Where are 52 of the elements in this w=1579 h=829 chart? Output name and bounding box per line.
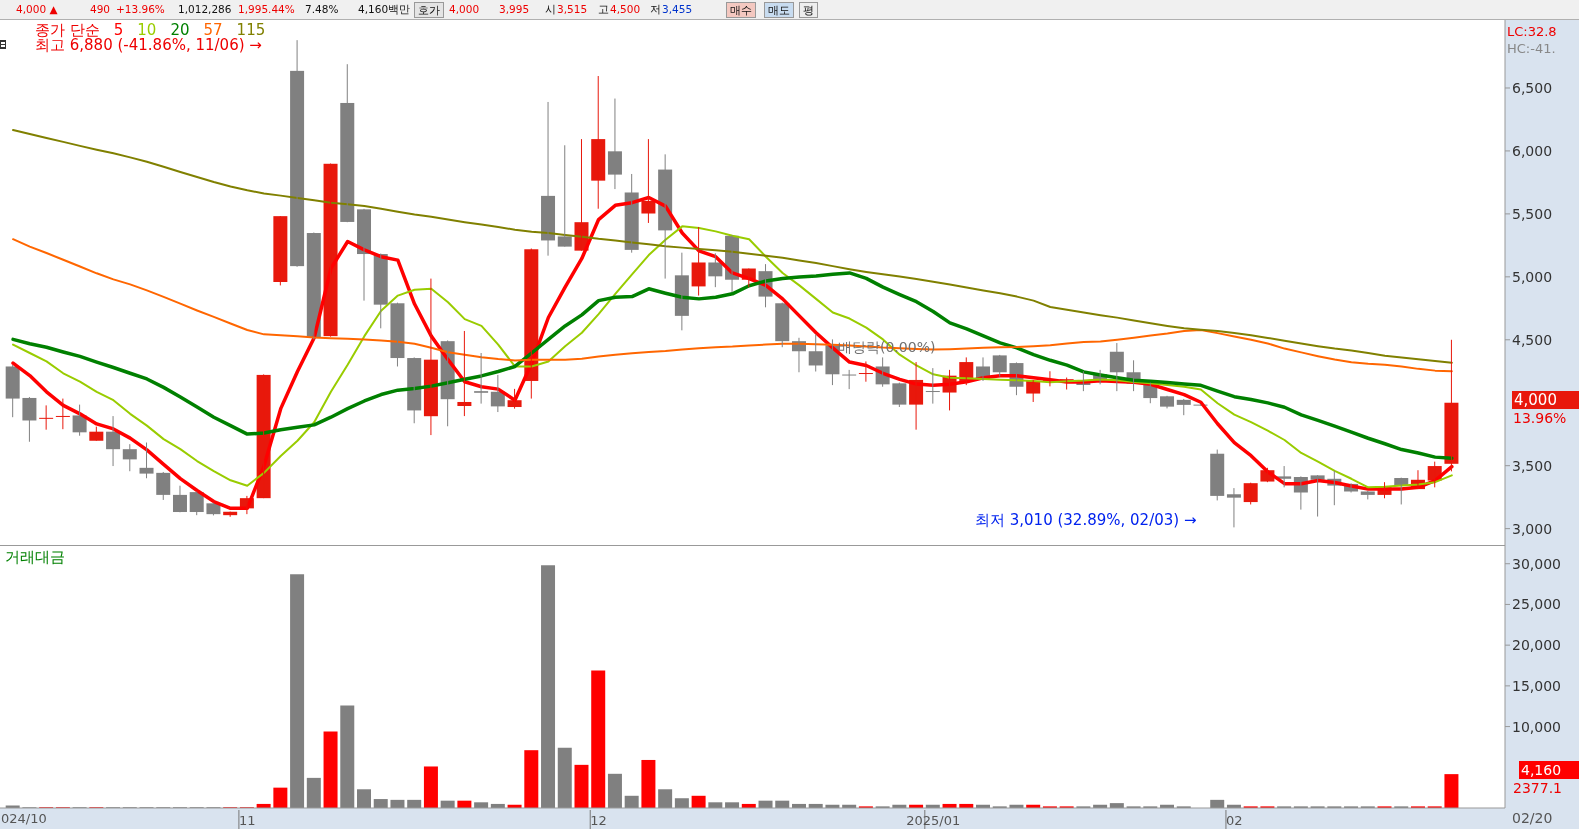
text: 4,160백만 (358, 2, 411, 16)
text: 4,500 (610, 2, 641, 16)
y-tick-label: 5,500 (1512, 205, 1553, 222)
text: 4,160 (1519, 761, 1579, 779)
text: 5 (113, 21, 124, 39)
x-tick-label: 02 (1226, 813, 1243, 828)
annotation: 최저 3,010 (32.89%, 02/03) → (975, 511, 1197, 529)
y-tick-label: 3,000 (1512, 520, 1553, 537)
text: 3,995 (499, 2, 530, 16)
text: HC:-41. (1507, 40, 1556, 57)
y-tick-label: 20,000 (1512, 637, 1561, 654)
text: 호가 (414, 2, 444, 18)
text: 02/20 (1512, 810, 1553, 827)
text: 1,012,286 (178, 2, 232, 16)
text: 2377.1 (1513, 780, 1562, 797)
y-tick-label: 25,000 (1512, 596, 1561, 613)
x-tick-label: 12 (590, 813, 607, 828)
text: 시 (545, 2, 556, 16)
text: 저 (650, 2, 661, 16)
text: 3,455 (662, 2, 693, 16)
text: 4,000 (449, 2, 480, 16)
y-tick-label: 6,000 (1512, 142, 1553, 159)
chart-title: 거래대금 (5, 548, 65, 567)
text: +13.96% (116, 2, 165, 16)
text: 매도 (764, 2, 794, 18)
text: 13.96% (1513, 410, 1567, 427)
y-tick-label: 6,500 (1512, 79, 1553, 96)
y-tick-label: 4,500 (1512, 331, 1553, 348)
text: 1,995.44% (238, 2, 295, 16)
y-tick-label: 30,000 (1512, 555, 1561, 572)
text: 115 (236, 21, 266, 39)
text: 7.48% (305, 2, 339, 16)
y-tick-label: 15,000 (1512, 677, 1561, 694)
text: 3,515 (557, 2, 588, 16)
text: 57 (203, 21, 223, 39)
text: 4,000 ▲ (16, 2, 58, 16)
legend-title: 종가 단순 (35, 21, 100, 39)
text: 20 (170, 21, 190, 39)
text: 고 (598, 2, 609, 16)
text: 매수 (726, 2, 756, 18)
y-tick-label: 10,000 (1512, 718, 1561, 735)
x-tick-label: 2025/01 (906, 813, 961, 828)
text: 4,000 (1512, 391, 1579, 409)
y-tick-label: 3,500 (1512, 457, 1553, 474)
text: 평 (799, 2, 818, 18)
text: 024/10 (1, 810, 47, 827)
text: LC:32.8 (1507, 23, 1557, 40)
annotation: 최고 6,880 (-41.86%, 11/06) → (35, 36, 262, 54)
text: 10 (137, 21, 157, 39)
x-tick-label: 11 (238, 813, 256, 828)
y-tick-label: 5,000 (1512, 268, 1553, 285)
text: 490 (90, 2, 111, 16)
